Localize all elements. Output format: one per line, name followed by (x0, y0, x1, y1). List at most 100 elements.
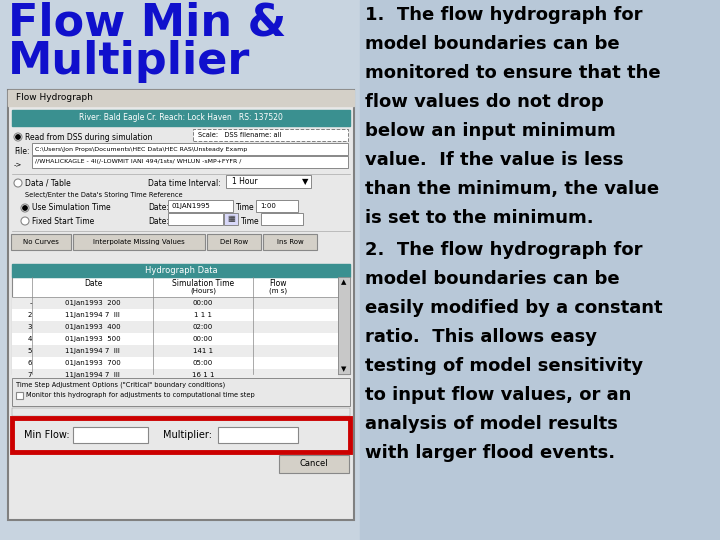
Text: 01Jan1993  500: 01Jan1993 500 (65, 336, 120, 342)
Text: No Curves: No Curves (23, 239, 59, 245)
Text: 01Jan1993  400: 01Jan1993 400 (65, 324, 120, 330)
Text: 4: 4 (27, 336, 32, 342)
Text: Flow Hydrograph: Flow Hydrograph (16, 93, 93, 103)
Text: Time Step Adjustment Options ("Critical" boundary conditions): Time Step Adjustment Options ("Critical"… (16, 382, 225, 388)
Text: 01JAN1995: 01JAN1995 (171, 203, 210, 209)
Text: Time: Time (241, 217, 260, 226)
Text: 3: 3 (27, 324, 32, 330)
FancyBboxPatch shape (263, 234, 317, 250)
Text: to input flow values, or an: to input flow values, or an (365, 386, 631, 404)
Text: 2.  The flow hydrograph for: 2. The flow hydrograph for (365, 241, 642, 259)
Text: Flow: Flow (269, 280, 287, 288)
Text: ratio.  This allows easy: ratio. This allows easy (365, 328, 597, 346)
Circle shape (21, 217, 29, 225)
Bar (8, 90, 354, 520)
Circle shape (14, 179, 22, 187)
Text: (Hours): (Hours) (190, 288, 216, 294)
Bar (32, 156, 348, 168)
Circle shape (16, 135, 20, 139)
Bar (32, 143, 348, 155)
Text: 5: 5 (27, 348, 32, 354)
Text: 141 1: 141 1 (193, 348, 213, 354)
Bar (16, 392, 23, 399)
Text: than the minimum, the value: than the minimum, the value (365, 180, 659, 198)
Text: Use Simulation Time: Use Simulation Time (32, 204, 111, 213)
Text: Hydrograph Data: Hydrograph Data (145, 266, 217, 275)
Bar (168, 200, 233, 212)
Bar (0, 0, 360, 540)
Text: model boundaries can be: model boundaries can be (365, 270, 620, 288)
Text: below an input minimum: below an input minimum (365, 122, 616, 140)
Text: flow values do not drop: flow values do not drop (365, 93, 604, 111)
Text: ▼: ▼ (302, 178, 308, 186)
Bar (12, 418, 350, 452)
Text: Date:: Date: (148, 217, 169, 226)
Bar (12, 277, 350, 374)
Text: 00:00: 00:00 (193, 336, 213, 342)
Text: Read from DSS during simulation: Read from DSS during simulation (25, 132, 153, 141)
Text: Monitor this hydrograph for adjustments to computational time step: Monitor this hydrograph for adjustments … (26, 392, 255, 398)
Text: Del Row: Del Row (220, 239, 248, 245)
Bar (12, 309, 338, 321)
Text: Ins Row: Ins Row (276, 239, 303, 245)
Text: 01Jan1993  200: 01Jan1993 200 (65, 300, 120, 306)
Text: Interpolate Missing Values: Interpolate Missing Values (93, 239, 185, 245)
Text: //WHALICKAGLE - 4I(/-LOWMIT IANI 494/1sts/ WHLUN -sMP+FYFR /: //WHALICKAGLE - 4I(/-LOWMIT IANI 494/1st… (35, 159, 241, 165)
Text: ▼: ▼ (341, 366, 347, 372)
Text: 1.  The flow hydrograph for: 1. The flow hydrograph for (365, 6, 642, 24)
Bar (8, 90, 354, 106)
Text: is set to the minimum.: is set to the minimum. (365, 209, 593, 227)
Text: 1:00: 1:00 (260, 203, 276, 209)
Text: Date:: Date: (148, 204, 169, 213)
Text: C:\Users\Jon Props\Documents\HEC Data\HEC RAS\Unsteady Examp: C:\Users\Jon Props\Documents\HEC Data\HE… (35, 146, 247, 152)
Text: Data time Interval:: Data time Interval: (148, 179, 221, 187)
Text: Multiplier: Multiplier (8, 40, 251, 83)
Bar (12, 369, 338, 381)
Text: monitored to ensure that the: monitored to ensure that the (365, 64, 661, 82)
Text: analysis of model results: analysis of model results (365, 415, 618, 433)
Text: 11Jan1994 7  III: 11Jan1994 7 III (65, 372, 120, 378)
Bar (73, 427, 148, 443)
Bar (12, 345, 338, 357)
Text: Date: Date (84, 280, 102, 288)
FancyBboxPatch shape (73, 234, 205, 250)
Bar (338, 277, 350, 374)
Bar (12, 357, 338, 369)
Text: 11Jan1994 7  III: 11Jan1994 7 III (65, 312, 120, 318)
Text: 6: 6 (27, 360, 32, 366)
Text: -: - (30, 300, 32, 306)
Text: 2: 2 (27, 312, 32, 318)
Bar (12, 378, 350, 406)
Circle shape (21, 204, 29, 212)
Bar (193, 129, 348, 141)
Text: River: Bald Eagle Cr. Reach: Lock Haven   RS: 137520: River: Bald Eagle Cr. Reach: Lock Haven … (79, 113, 283, 123)
Text: ▲: ▲ (341, 279, 347, 285)
Text: ->: -> (14, 161, 22, 167)
Text: Simulation Time: Simulation Time (172, 280, 234, 288)
Bar (12, 264, 350, 277)
FancyBboxPatch shape (279, 455, 349, 473)
Text: model boundaries can be: model boundaries can be (365, 35, 620, 53)
Text: 16 1 1: 16 1 1 (192, 372, 215, 378)
Text: Fixed Start Time: Fixed Start Time (32, 217, 94, 226)
Text: Cancel: Cancel (300, 460, 328, 469)
Text: Min Flow:: Min Flow: (24, 430, 70, 440)
Text: 01Jan1993  700: 01Jan1993 700 (65, 360, 120, 366)
Bar (224, 213, 238, 225)
Bar (12, 110, 350, 126)
Text: 1 Hour: 1 Hour (232, 178, 258, 186)
Text: 02:00: 02:00 (193, 324, 213, 330)
Text: File:: File: (14, 146, 30, 156)
Text: Flow Min &: Flow Min & (8, 2, 287, 45)
FancyBboxPatch shape (207, 234, 261, 250)
Circle shape (23, 206, 27, 210)
Text: Data / Table: Data / Table (25, 179, 71, 187)
Text: ▦: ▦ (227, 214, 235, 224)
Bar (261, 213, 303, 225)
Text: Multiplier:: Multiplier: (163, 430, 212, 440)
Bar (12, 408, 350, 416)
Bar (12, 297, 338, 309)
Text: 7: 7 (27, 372, 32, 378)
Text: 05:00: 05:00 (193, 360, 213, 366)
Text: (m s): (m s) (269, 288, 287, 294)
